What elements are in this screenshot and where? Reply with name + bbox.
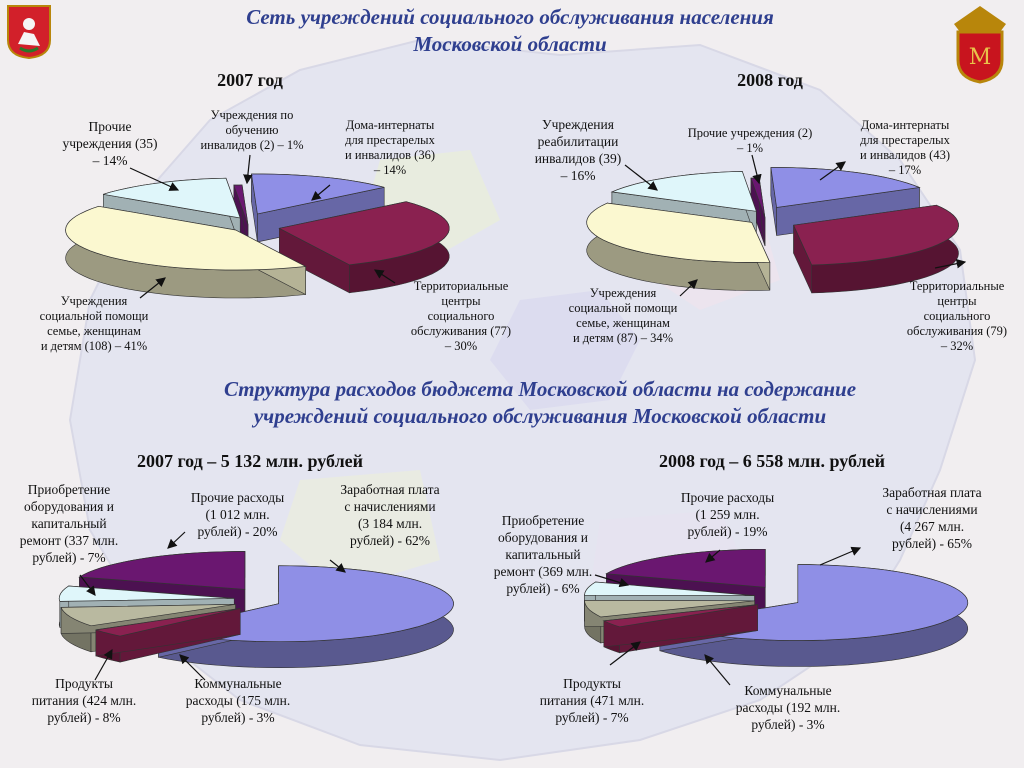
label-c2-homes: Дома-интернаты для престарелых и инвалид… [860,118,950,177]
section-title: Структура расходов бюджета Московской об… [223,377,857,428]
label-c1-other: Прочие учреждения (35) – 14% [62,119,158,168]
label-c3-equipment: Приобретение оборудования и капитальный … [19,482,119,565]
label-c3-salary: Заработная плата с начислениями (3 184 м… [340,482,440,548]
pie-slice [586,202,771,291]
svg-text:М: М [969,45,992,70]
label-c4-utilities: Коммунальные расходы (192 млн. рублей) -… [735,683,841,732]
pie-slice [750,177,766,247]
chart3-title: 2007 год – 5 132 млн. рублей [136,451,364,471]
label-c4-salary: Заработная плата с начислениями (4 267 м… [882,485,982,551]
label-c3-food: Продукты питания (424 млн. рублей) - 8% [31,676,137,725]
moscow-region-coat-of-arms [7,5,51,60]
pie-slice [95,608,241,663]
page-title: Сеть учреждений социального обслуживания… [246,5,774,56]
label-c2-other: Прочие учреждения (2) – 1% [687,126,813,155]
pie-slice [65,205,307,299]
chart4-title: 2008 год – 6 558 млн. рублей [658,451,886,471]
label-c1-homes: Дома-интернаты для престарелых и инвалид… [345,118,435,177]
chart1-title: 2007 год [217,70,283,90]
pie-slice [793,204,959,294]
chart2-title: 2008 год [737,70,803,90]
label-c3-utilities: Коммунальные расходы (175 млн. рублей) -… [185,676,291,725]
label-c4-equipment: Приобретение оборудования и капитальный … [493,513,593,596]
label-c2-family: Учреждения социальной помощи семье, женщ… [568,286,678,345]
label-c1-training: Учреждения по обучению инвалидов (2) – 1… [200,108,304,152]
label-c4-food: Продукты питания (471 млн. рублей) - 7% [539,676,645,725]
ministry-emblem: М [954,6,1006,84]
label-c2-centers: Территориальные центры социального обслу… [906,279,1008,353]
pie-slice [602,604,758,654]
label-c3-other: Прочие расходы (1 012 млн. рублей) - 20% [190,490,285,539]
label-c4-other: Прочие расходы (1 259 млн. рублей) - 19% [680,490,775,539]
label-c2-rehab: Учреждения реабилитации инвалидов (39) –… [534,117,622,183]
label-c1-family: Учреждения социальной помощи семье, женщ… [39,294,149,353]
label-c1-centers: Территориальные центры социального обслу… [410,279,512,353]
